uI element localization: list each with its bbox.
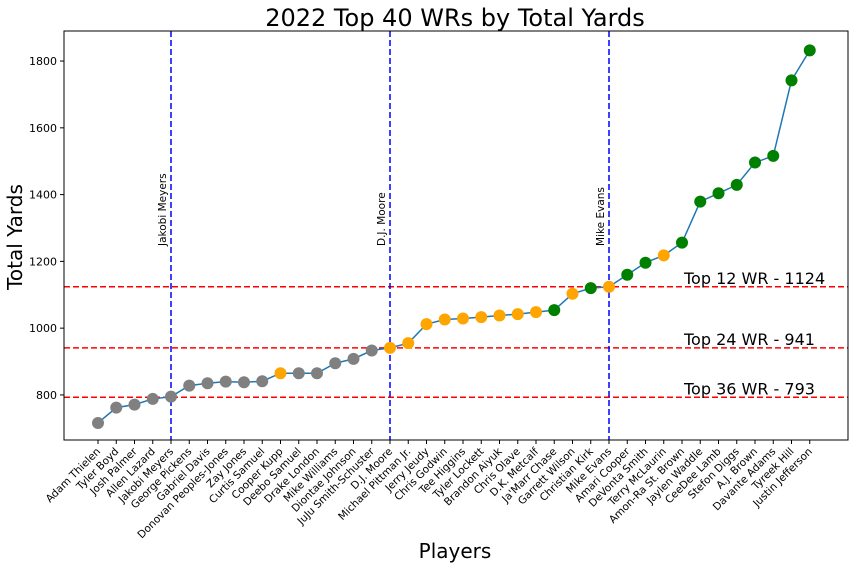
data-point: [92, 416, 104, 429]
data-point: [657, 249, 670, 262]
data-point: [493, 309, 506, 322]
data-point: [676, 236, 688, 249]
data-point: [785, 74, 798, 87]
data-point: [457, 312, 469, 325]
data-point: [584, 282, 597, 295]
data-point: [530, 306, 542, 319]
data-point: [128, 398, 141, 411]
data-point: [639, 256, 652, 269]
plot-frame: [63, 30, 849, 441]
data-point: [420, 318, 433, 331]
data-point: [165, 390, 177, 403]
data-point: [384, 341, 396, 354]
data-point: [712, 187, 725, 200]
data-point: [749, 156, 761, 169]
data-point: [329, 357, 342, 370]
y-tick-label: 1400: [29, 189, 57, 202]
threshold-label: Top 24 WR - 941: [683, 330, 815, 349]
data-point: [201, 377, 214, 390]
data-point: [219, 375, 232, 388]
data-point: [256, 375, 269, 388]
data-point: [238, 376, 250, 389]
data-point: [365, 344, 378, 357]
data-point: [730, 178, 743, 191]
series-line: [97, 49, 811, 424]
y-tick-label: 1000: [29, 322, 57, 335]
y-tick-label: 1600: [29, 122, 57, 135]
x-axis-label: Players: [419, 539, 492, 563]
data-point: [566, 287, 579, 300]
y-axis: 800 1000 1200 1400 1600 1800: [29, 55, 64, 402]
y-tick-label: 800: [36, 389, 57, 402]
y-tick-label: 1800: [29, 55, 57, 68]
player-marker-label: Mike Evans: [595, 187, 607, 246]
data-point: [548, 304, 561, 317]
data-point: [767, 149, 780, 162]
data-point: [475, 311, 488, 324]
data-points: [92, 44, 816, 429]
data-point: [292, 367, 305, 380]
data-point: [110, 401, 123, 414]
threshold-label: Top 36 WR - 793: [683, 379, 815, 398]
data-point: [347, 352, 360, 365]
data-point: [438, 313, 451, 326]
data-point: [402, 337, 415, 350]
data-point: [694, 195, 707, 208]
data-point: [311, 367, 323, 380]
threshold-label: Top 12 WR - 1124: [683, 269, 825, 288]
y-tick-label: 1200: [29, 255, 57, 268]
data-point: [603, 280, 615, 293]
player-marker-label: Jakobi Meyers: [157, 173, 169, 247]
series-line-group: [97, 49, 811, 424]
data-point: [511, 308, 524, 321]
data-point: [621, 268, 634, 281]
data-point: [803, 44, 816, 57]
y-axis-label: Total Yards: [3, 184, 27, 291]
chart-title: 2022 Top 40 WRs by Total Yards: [265, 4, 645, 32]
data-point: [146, 392, 159, 405]
reference-lines: Top 12 WR - 1124 Top 24 WR - 941 Top 36 WR…: [64, 31, 848, 440]
player-marker-label: D.J. Moore: [376, 192, 388, 246]
data-point: [183, 379, 196, 392]
data-point: [274, 367, 287, 380]
